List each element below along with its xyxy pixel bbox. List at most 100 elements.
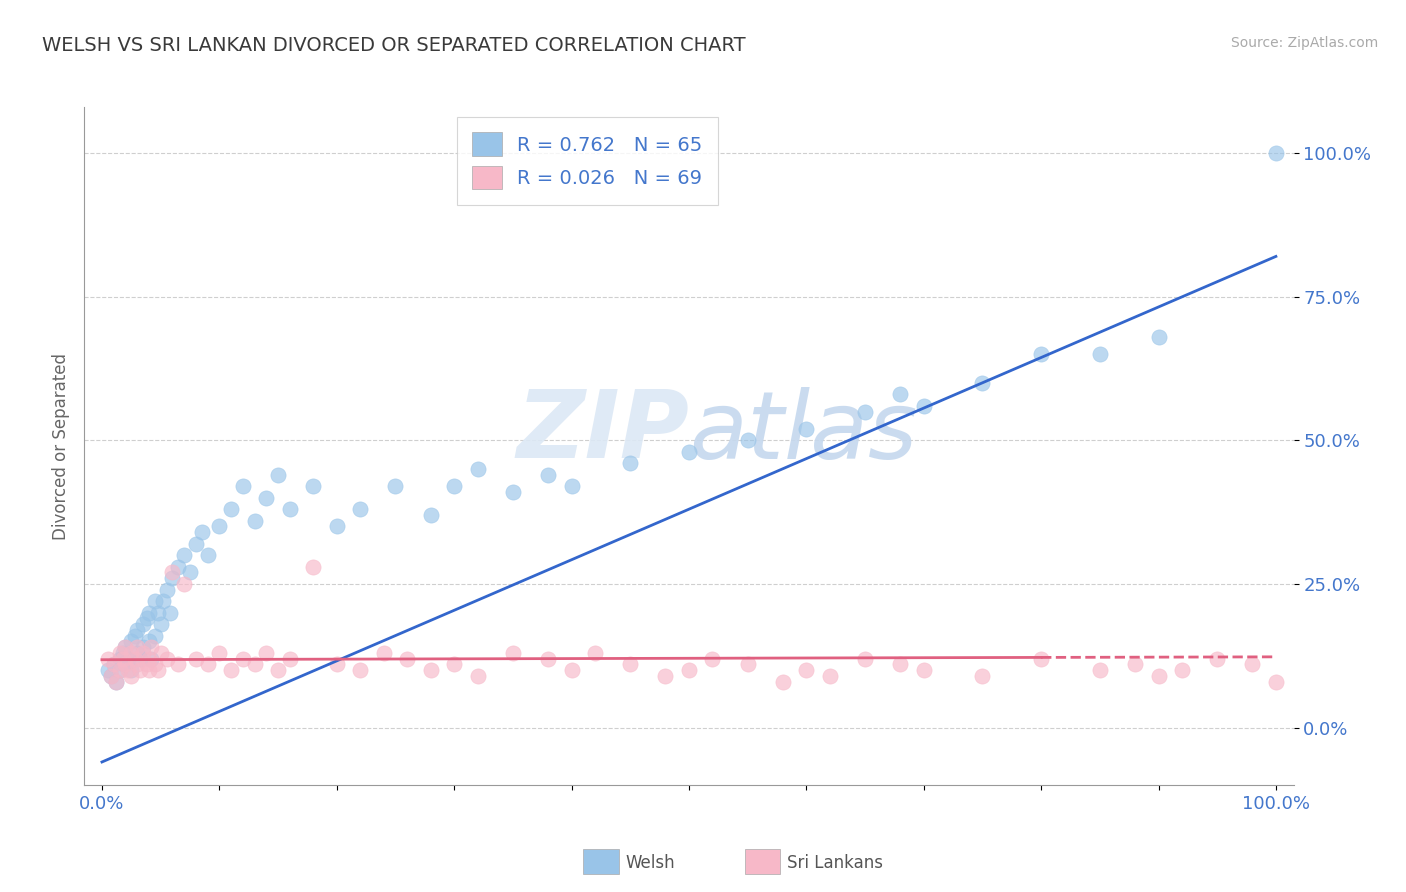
Point [972, 669, 994, 683]
Point [159, 606, 181, 620]
Point [97, 651, 120, 665]
Point [143, 657, 166, 672]
Point [132, 640, 155, 654]
Point [143, 594, 166, 608]
Point [120, 634, 142, 648]
Point [162, 566, 184, 580]
Text: atlas: atlas [689, 387, 917, 478]
Point [108, 663, 131, 677]
Point [1171, 663, 1194, 677]
Point [1206, 651, 1229, 665]
Point [103, 657, 125, 672]
Point [1264, 674, 1286, 689]
Point [190, 525, 212, 540]
Y-axis label: Divorced or Separated: Divorced or Separated [52, 352, 70, 540]
Point [179, 566, 201, 580]
Point [155, 582, 177, 597]
Point [1264, 146, 1286, 161]
Point [561, 479, 583, 493]
Point [502, 646, 524, 660]
Point [167, 657, 190, 672]
Point [583, 646, 606, 660]
Text: Sri Lankans: Sri Lankans [787, 854, 883, 871]
Text: WELSH VS SRI LANKAN DIVORCED OR SEPARATED CORRELATION CHART: WELSH VS SRI LANKAN DIVORCED OR SEPARATE… [42, 36, 745, 54]
Point [794, 422, 817, 436]
Point [1029, 651, 1052, 665]
Point [128, 651, 150, 665]
Point [197, 657, 219, 672]
Point [219, 502, 242, 516]
Point [467, 669, 489, 683]
Point [243, 657, 266, 672]
Point [373, 646, 395, 660]
Point [138, 663, 160, 677]
Point [103, 657, 125, 672]
Point [149, 617, 172, 632]
Point [302, 559, 325, 574]
Point [114, 640, 136, 654]
Point [1147, 330, 1170, 344]
Point [184, 536, 207, 550]
Point [889, 387, 911, 401]
Point [114, 657, 136, 672]
Point [912, 399, 935, 413]
Point [105, 674, 128, 689]
Point [349, 502, 371, 516]
Point [120, 669, 142, 683]
Point [794, 663, 817, 677]
Point [114, 657, 136, 672]
Point [127, 623, 149, 637]
Point [128, 663, 150, 677]
Point [912, 663, 935, 677]
Point [232, 651, 254, 665]
Point [208, 646, 231, 660]
Point [173, 548, 195, 562]
Point [302, 479, 325, 493]
Point [419, 663, 441, 677]
Point [148, 663, 170, 677]
Point [349, 663, 371, 677]
Point [167, 559, 190, 574]
Point [135, 611, 157, 625]
Legend: R = 0.762   N = 65, R = 0.026   N = 69: R = 0.762 N = 65, R = 0.026 N = 69 [457, 117, 718, 205]
Point [135, 657, 157, 672]
Point [120, 646, 142, 660]
Point [1088, 347, 1111, 361]
Point [112, 651, 135, 665]
Point [1241, 657, 1264, 672]
Point [972, 376, 994, 390]
Point [243, 514, 266, 528]
Point [443, 657, 465, 672]
Point [127, 640, 149, 654]
Point [132, 646, 155, 660]
Point [138, 651, 160, 665]
Point [537, 651, 560, 665]
Point [173, 577, 195, 591]
Point [162, 571, 184, 585]
Point [108, 646, 131, 660]
Point [132, 617, 155, 632]
Point [232, 479, 254, 493]
Point [114, 640, 136, 654]
Point [818, 669, 841, 683]
Point [1123, 657, 1146, 672]
Point [254, 646, 277, 660]
Point [537, 467, 560, 482]
Point [124, 651, 146, 665]
Point [772, 674, 794, 689]
Point [141, 640, 163, 654]
Point [678, 444, 700, 458]
Point [467, 462, 489, 476]
Point [208, 519, 231, 533]
Point [619, 657, 641, 672]
Point [278, 502, 301, 516]
Point [127, 657, 149, 672]
Point [100, 669, 122, 683]
Point [100, 669, 122, 683]
Point [127, 646, 149, 660]
Point [152, 594, 174, 608]
Text: Source: ZipAtlas.com: Source: ZipAtlas.com [1230, 36, 1378, 50]
Point [197, 548, 219, 562]
Point [108, 651, 131, 665]
Point [443, 479, 465, 493]
